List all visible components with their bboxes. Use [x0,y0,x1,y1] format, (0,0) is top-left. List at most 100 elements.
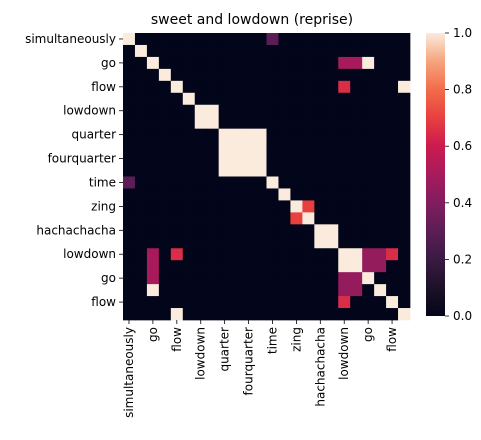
y-tick-label: flow [91,295,116,309]
heatmap-cell [278,152,291,165]
heatmap-cell [194,212,208,225]
heatmap-cell [230,92,243,106]
colorbar-tick-label: 0.0 [453,309,472,323]
heatmap-cell [290,104,303,118]
heatmap-cell [230,188,243,201]
heatmap-cell [338,116,351,130]
heatmap-cell [170,92,184,106]
heatmap-cell [242,164,255,177]
heatmap-cell [290,284,303,297]
heatmap-cell [242,33,255,46]
heatmap-cell [266,80,279,94]
heatmap-cell [278,260,291,273]
heatmap-cell [206,56,220,70]
heatmap-cell [182,308,196,321]
heatmap-cell [158,284,172,297]
heatmap-cell [218,128,231,141]
heatmap-cell [158,44,172,58]
heatmap-cell [398,128,411,141]
heatmap-cell [278,80,291,94]
heatmap-cell [302,248,315,261]
heatmap-cell [386,188,399,201]
heatmap-cell [398,296,411,309]
heatmap-cell [158,104,172,118]
heatmap-cell [123,284,136,297]
heatmap-cell [314,44,327,58]
heatmap-cell [362,44,375,58]
heatmap-cell [218,104,231,118]
heatmap-cell [206,68,220,82]
heatmap-cell [302,272,315,285]
heatmap-cell [350,68,363,82]
heatmap-cell [314,248,327,261]
heatmap-cell [374,296,387,309]
heatmap-cell [326,44,339,58]
heatmap-cell [254,104,267,118]
heatmap-cell [314,68,327,82]
heatmap-cell [326,140,339,153]
heatmap-cell [290,212,303,225]
heatmap-cell [278,164,291,177]
heatmap-cell [194,284,208,297]
heatmap-cell [338,68,351,82]
heatmap-cell [182,284,196,297]
heatmap-cell [374,176,387,189]
heatmap-cell [194,152,208,165]
heatmap-cell [266,200,279,213]
heatmap-cell [266,236,279,249]
heatmap-cell [218,260,231,273]
heatmap-cell [290,140,303,153]
heatmap-cell [182,200,196,213]
heatmap-cells [123,33,411,321]
heatmap-cell [314,284,327,297]
heatmap-cell [398,104,411,118]
heatmap-cell [194,92,208,106]
heatmap-cell [218,212,231,225]
heatmap-cell [170,212,184,225]
heatmap-cell [123,272,136,285]
heatmap-cell [146,188,160,201]
heatmap-cell [230,296,243,309]
heatmap-cell [170,296,184,309]
heatmap-cell [326,80,339,94]
heatmap-cell [326,104,339,118]
heatmap-cell [350,260,363,273]
heatmap-cell [134,33,148,46]
heatmap-cell [182,116,196,130]
heatmap-cell [146,116,160,130]
heatmap-cell [386,284,399,297]
heatmap-cell [123,68,136,82]
heatmap-cell [266,284,279,297]
heatmap-cell [230,152,243,165]
heatmap-cell [182,176,196,189]
heatmap-cell [350,224,363,237]
heatmap-cell [134,248,148,261]
heatmap-cell [230,164,243,177]
heatmap-cell [242,128,255,141]
x-tick-label: go [361,327,375,342]
heatmap-cell [374,248,387,261]
heatmap-cell [278,224,291,237]
heatmap-cell [350,44,363,58]
heatmap-cell [326,212,339,225]
heatmap-cell [266,296,279,309]
heatmap-cell [254,260,267,273]
colorbar-tick-label: 1.0 [453,26,472,40]
heatmap-cell [362,92,375,106]
heatmap-cell [230,284,243,297]
heatmap-cell [146,296,160,309]
heatmap-cell [350,116,363,130]
heatmap-cell [146,284,160,297]
heatmap-cell [206,128,220,141]
heatmap-cell [146,236,160,249]
heatmap-cell [278,296,291,309]
heatmap-cell [242,140,255,153]
heatmap-cell [362,212,375,225]
heatmap-cell [290,56,303,70]
heatmap-cell [398,260,411,273]
heatmap-cell [170,116,184,130]
heatmap-cell [218,236,231,249]
heatmap-cell [206,260,220,273]
heatmap-cell [158,272,172,285]
heatmap-cell [194,128,208,141]
